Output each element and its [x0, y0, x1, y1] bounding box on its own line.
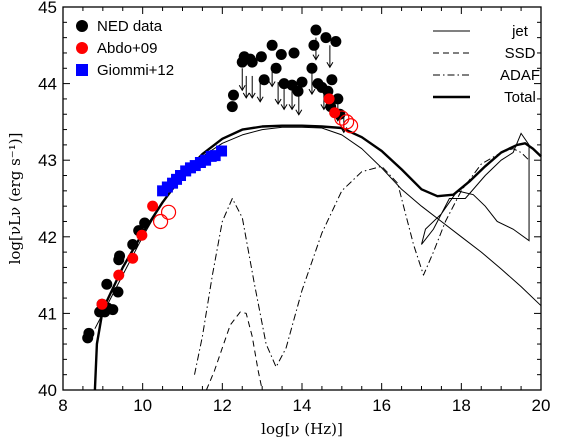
point-ned-data [326, 74, 338, 86]
open-point-abdo-09 [342, 118, 359, 134]
legend-label: ADAF [500, 67, 540, 84]
upper-limit-arrowhead [248, 92, 256, 99]
point-ned-data [320, 32, 332, 44]
point-ned-data [258, 74, 270, 86]
point-ned-data [330, 35, 342, 47]
point-ned-data [139, 217, 151, 229]
point-ned-data [255, 51, 267, 63]
upper-limit-arrowhead [280, 104, 288, 111]
point-ned-data [114, 250, 126, 262]
open-point-abdo-09 [152, 213, 169, 230]
upper-limit-arrowhead [256, 96, 264, 103]
x-tick-label: 14 [293, 396, 312, 415]
x-axis-label: log[ν (Hz)] [261, 420, 343, 438]
y-tick-label: 40 [38, 381, 57, 400]
point-ned-data [332, 93, 344, 105]
point-ned-data [270, 62, 282, 74]
point-abdo-09 [96, 298, 108, 310]
y-tick-label: 44 [38, 75, 57, 94]
upper-limit-arrowhead [274, 98, 282, 106]
point-giommi-12 [209, 150, 221, 162]
x-tick-label: 12 [213, 396, 232, 415]
legend-label: NED data [97, 18, 163, 35]
point-ned-data [101, 278, 113, 290]
point-ned-data [127, 238, 139, 250]
y-tick-label: 43 [38, 151, 57, 170]
curve-total [93, 124, 542, 391]
point-ned-data [246, 56, 258, 68]
point-ned-data [296, 76, 308, 88]
point-ned-data [292, 85, 304, 97]
point-ned-data [266, 39, 278, 51]
y-tick-label: 41 [38, 304, 57, 323]
point-abdo-09 [329, 107, 341, 119]
x-tick-label: 18 [452, 396, 471, 415]
legend-marker [76, 20, 88, 32]
legend-label: SSD [505, 45, 536, 62]
legend-marker [76, 42, 88, 54]
point-abdo-09 [136, 229, 148, 241]
curve-adaf [194, 148, 530, 375]
point-abdo-09 [323, 93, 335, 105]
point-ned-data [227, 89, 239, 101]
legend-label: Abdo+09 [97, 40, 157, 57]
open-point-abdo-09 [160, 204, 177, 220]
x-tick-label: 8 [58, 396, 67, 415]
point-ned-data [226, 101, 238, 113]
xray-bowtie [421, 132, 530, 245]
point-ned-data [306, 62, 318, 74]
curve-ssd [205, 311, 263, 391]
point-ned-data [310, 24, 322, 36]
point-ned-data [83, 327, 95, 339]
open-point-abdo-09 [339, 114, 355, 130]
upper-limit-arrowhead [288, 104, 296, 111]
point-ned-data [275, 48, 287, 60]
x-tick-label: 20 [532, 396, 551, 415]
upper-limit-arrowhead [312, 54, 320, 61]
upper-limit-arrowhead [308, 88, 316, 96]
upper-limit-arrowhead [268, 81, 276, 88]
legend-label: Total [504, 89, 536, 106]
legend-label: jet [511, 23, 529, 40]
point-abdo-09 [147, 200, 159, 212]
y-tick-label: 45 [38, 0, 57, 17]
y-tick-label: 42 [38, 228, 57, 247]
point-giommi-12 [200, 154, 212, 166]
upper-limit-arrowhead [295, 109, 303, 116]
point-abdo-09 [113, 269, 125, 281]
upper-limit-arrowhead [242, 92, 250, 99]
open-point-abdo-09 [334, 110, 350, 126]
legend-marker [76, 64, 88, 76]
point-ned-data [107, 304, 119, 316]
x-tick-label: 16 [372, 396, 391, 415]
point-ned-data [288, 47, 300, 59]
legend-label: Giommi+12 [97, 62, 174, 79]
upper-limit-arrowhead [326, 62, 334, 69]
point-abdo-09 [127, 252, 139, 264]
point-ned-data [308, 39, 320, 51]
y-axis-label: log[νLν (erg s⁻¹)] [6, 133, 24, 265]
upper-limit-arrowhead [238, 85, 246, 92]
point-ned-data [112, 286, 124, 298]
x-tick-label: 10 [133, 396, 152, 415]
point-giommi-12 [216, 145, 228, 157]
